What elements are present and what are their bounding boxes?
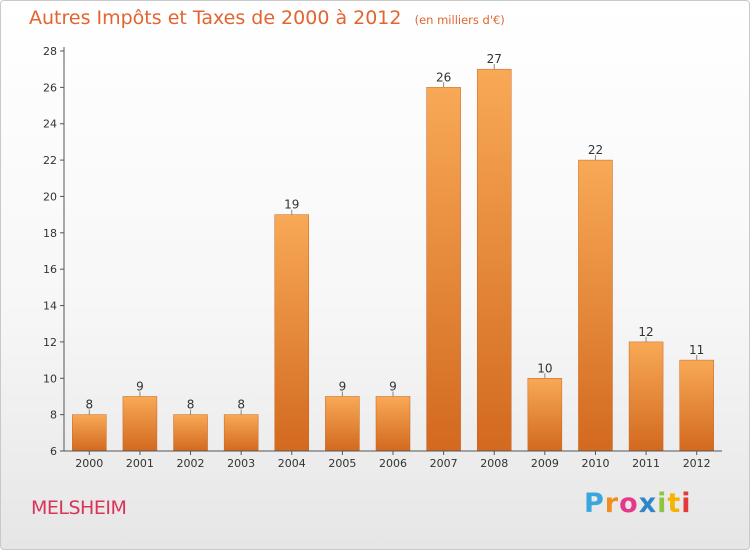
x-tick-label-2001: 2001: [126, 457, 154, 470]
logo-letter: o: [619, 488, 639, 519]
commune-name: MELSHEIM: [31, 497, 127, 519]
value-label-2000: 8: [85, 398, 93, 412]
value-label-2006: 9: [389, 379, 397, 393]
bar-2000: [72, 414, 107, 452]
y-tick-label: 14: [43, 300, 57, 313]
value-label-2008: 27: [487, 52, 502, 66]
bar-2003: [223, 414, 259, 452]
y-tick-label: 16: [43, 263, 57, 276]
bar-2004: [274, 214, 310, 452]
logo-letter: i: [657, 488, 668, 519]
x-tick-label-2002: 2002: [177, 457, 205, 470]
x-tick-label-2005: 2005: [328, 457, 356, 470]
x-tick-label-2009: 2009: [531, 457, 559, 470]
y-tick-label: 24: [43, 118, 57, 131]
value-label-2010: 22: [588, 143, 603, 157]
value-label-2001: 9: [136, 379, 144, 393]
y-tick-label: 22: [43, 154, 57, 167]
y-tick-label: 20: [43, 190, 57, 203]
proxiti-logo: Proxiti: [584, 488, 692, 519]
value-label-2012: 11: [689, 343, 704, 357]
value-label-2007: 26: [436, 70, 451, 84]
x-tick-label-2010: 2010: [581, 457, 609, 470]
y-tick-label: 8: [50, 409, 57, 422]
y-tick-label: 18: [43, 227, 57, 240]
x-tick-label-2008: 2008: [480, 457, 508, 470]
bar-2009: [527, 378, 563, 452]
value-label-2005: 9: [339, 379, 347, 393]
logo-letter: x: [638, 488, 658, 519]
x-tick-label-2011: 2011: [632, 457, 660, 470]
bar-2010: [578, 159, 613, 452]
bar-2006: [375, 396, 411, 452]
y-tick-label: 28: [43, 45, 57, 58]
y-axis: 6 8 10 12 14 16 18 20 22 24 26 28: [43, 45, 65, 458]
y-tick-label: 12: [43, 336, 57, 349]
bar-2012: [679, 359, 714, 452]
x-tick-label-2007: 2007: [430, 457, 458, 470]
logo-letter: i: [681, 488, 692, 519]
bar-2011: [628, 341, 664, 452]
y-tick-label: 10: [43, 372, 57, 385]
logo-letter: P: [584, 488, 605, 519]
logo-letter: r: [604, 488, 620, 519]
chart-unit: (en milliers d'€): [414, 13, 505, 27]
chart-title: Autres Impôts et Taxes de 2000 à 2012: [29, 7, 402, 29]
x-tick-label-2006: 2006: [379, 457, 407, 470]
bar-2007: [426, 87, 461, 452]
title-row: Autres Impôts et Taxes de 2000 à 2012 (e…: [29, 7, 505, 29]
x-axis: 2000 2001 2002 2003 2004 2005 2006 2007 2008 2009…: [64, 450, 722, 470]
bar-2008: [476, 68, 512, 452]
x-tick-label-2003: 2003: [227, 457, 255, 470]
bars: 8 9 8 8 19 9 9 26 27 10 22 12 11: [72, 52, 714, 452]
logo-letter: t: [667, 488, 682, 519]
value-label-2011: 12: [638, 325, 653, 339]
bar-2002: [173, 414, 208, 452]
x-tick-label-2004: 2004: [278, 457, 306, 470]
y-tick-label: 6: [50, 445, 57, 458]
value-label-2002: 8: [187, 398, 195, 412]
value-label-2004: 19: [284, 198, 299, 212]
bar-2001: [122, 396, 158, 452]
value-label-2003: 8: [237, 398, 245, 412]
x-tick-label-2012: 2012: [683, 457, 711, 470]
bar-2005: [325, 396, 360, 452]
y-tick-label: 26: [43, 81, 57, 94]
value-label-2009: 10: [537, 361, 552, 375]
x-tick-label-2000: 2000: [75, 457, 103, 470]
